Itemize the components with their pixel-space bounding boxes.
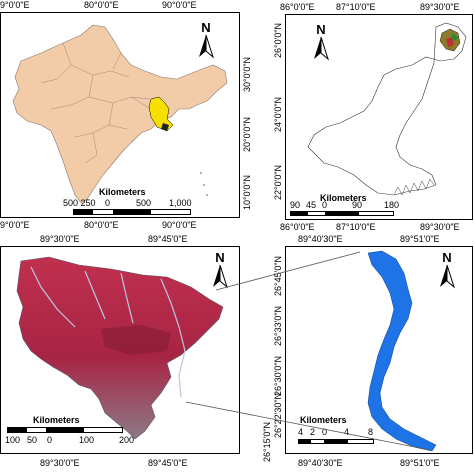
scale-tick: 4 [298,427,304,437]
river-channels [30,266,186,398]
island-dot [206,194,208,196]
darker-zone [101,325,171,355]
north-label: N [215,251,224,265]
north-label: N [201,21,210,35]
scale-tick: 100 [5,435,21,445]
west-bengal-outline [307,22,467,196]
scale-tick: 50 [27,435,38,445]
river-map-panel: N Kilometers 4 2 0 4 8 [285,246,473,454]
river-map [367,250,437,452]
scale-bar [290,211,394,216]
north-arrow: N [314,23,330,61]
satellite-image-panel: N Kilometers 100 50 0 100 200 [0,246,240,454]
wb-top-lon-2: 87°10'0"E [336,2,376,12]
sat-bottom-lon-2: 89°45'0"E [148,458,188,468]
river-left-lat-4: 26°22'30"N [273,392,283,438]
scale-tick: 0 [47,435,53,445]
north-label: N [316,23,325,37]
scale-tick: 0 [105,198,111,208]
study-area-marker [161,123,169,131]
scale-tick: 500 [136,198,152,208]
scale-tick: 0 [322,427,328,437]
scale-title: Kilometers [33,415,80,425]
river-top-lon-2: 89°51'0"E [400,234,440,244]
satellite-map [16,256,224,440]
india-map [12,24,228,204]
scale-tick: 100 [79,435,95,445]
island-dot [203,184,205,186]
river-left-lat-5: 26°15'0"N [262,421,272,462]
wb-top-lon-1: 86°0'0"E [280,2,315,12]
scale-tick: 1,000 [169,198,192,208]
wb-bottom-lon-1: 86°0'0"E [280,222,315,232]
india-right-lat-2: 20°0'0"N [242,116,252,152]
scale-tick: 2 [310,427,316,437]
india-top-lon-3: 90°0'0"E [162,0,197,10]
scale-bar [73,209,191,215]
india-top-lon-1: 9°0'0"E [0,0,30,10]
scale-bar [298,439,374,444]
north-arrow: N [440,251,456,289]
india-bottom-lon-2: 80°0'0"E [84,220,119,230]
scale-tick: 90 [290,200,301,210]
wb-bottom-lon-2: 87°10'0"E [336,222,376,232]
india-bottom-lon-1: 9°0'0"E [0,220,30,230]
sat-top-lon-1: 89°30'0"E [40,234,80,244]
sat-bottom-lon-1: 89°30'0"E [40,458,80,468]
west-bengal-highlight [148,96,174,132]
north-label: N [442,251,451,265]
scale-tick: 90 [352,200,363,210]
scale-title: Kilometers [300,415,347,425]
river-left-lat-2: 26°33'0"N [273,305,283,346]
wb-left-lat-2: 24°0'0"N [273,96,283,132]
scale-title: Kilometers [99,187,146,197]
wb-left-lat-3: 22°0'0"N [273,164,283,200]
study-area-inset-red [446,37,454,47]
india-right-lat-1: 30°0'0"N [242,56,252,92]
river-left-lat-1: 26°45'0"N [273,255,283,296]
state-boundaries [40,42,152,164]
scale-bar [7,427,123,433]
island-dot [200,172,202,174]
wb-left-lat-1: 26°0'0"N [273,22,283,58]
scale-tick: 500 250 [63,198,96,208]
scale-title: Kilometers [320,193,367,203]
wb-bottom-lon-3: 89°30'0"E [420,222,460,232]
scale-tick: 8 [368,427,374,437]
india-bottom-lon-3: 90°0'0"E [162,220,197,230]
scale-tick: 0 [322,200,328,210]
north-arrow: N [199,21,215,59]
india-top-lon-2: 80°0'0"E [84,0,119,10]
india-right-lat-3: 10°0'0"N [242,174,252,210]
scale-tick: 45 [306,200,317,210]
wb-top-lon-3: 89°30'0"E [420,2,460,12]
north-arrow: N [213,251,229,289]
india-map-panel: N Kilometers 500 250 0 500 1,000 [0,12,240,218]
scale-tick: 200 [119,435,135,445]
river-bottom-lon-2: 89°51'0"E [400,458,440,468]
river-top-lon-1: 89°40'30"E [298,234,343,244]
scale-tick: 4 [344,427,350,437]
west-bengal-map-panel: N Kilometers 90 45 0 90 180 [285,14,473,220]
sundarbans-delta [393,178,435,196]
study-area-inset-green [452,33,458,41]
sat-top-lon-2: 89°45'0"E [148,234,188,244]
west-bengal-map [307,22,467,196]
river-left-lat-3: 26°30'0"N [273,355,283,396]
scale-tick: 180 [384,200,400,210]
river-bottom-lon-1: 89°40'30"E [298,458,343,468]
river-reach [367,250,437,452]
